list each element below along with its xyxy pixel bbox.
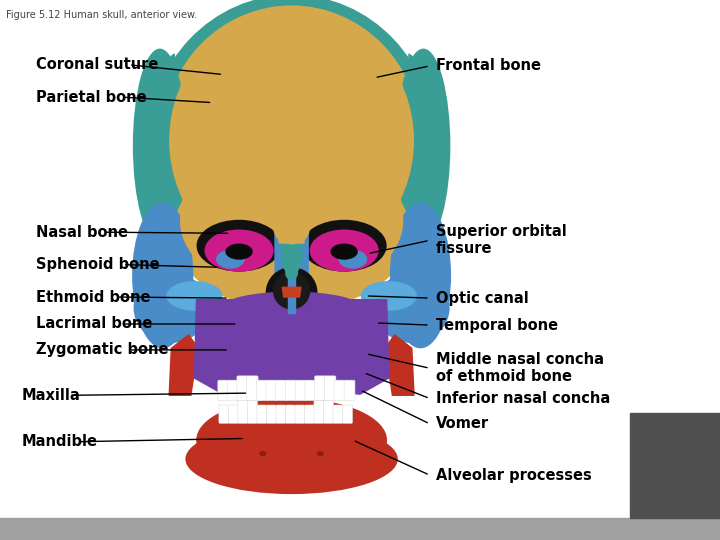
Polygon shape: [194, 300, 270, 394]
Ellipse shape: [258, 363, 325, 388]
Polygon shape: [385, 335, 414, 395]
Ellipse shape: [273, 272, 310, 309]
Polygon shape: [275, 228, 308, 302]
Ellipse shape: [361, 281, 417, 310]
Ellipse shape: [396, 49, 451, 243]
FancyBboxPatch shape: [248, 401, 258, 423]
Polygon shape: [282, 287, 301, 297]
FancyBboxPatch shape: [333, 405, 343, 423]
Text: Zygomatic bone: Zygomatic bone: [36, 342, 168, 357]
FancyBboxPatch shape: [314, 401, 324, 423]
Ellipse shape: [204, 230, 274, 272]
FancyBboxPatch shape: [285, 380, 297, 401]
Bar: [0, 518, 720, 540]
FancyBboxPatch shape: [344, 380, 355, 401]
Ellipse shape: [274, 214, 310, 244]
FancyBboxPatch shape: [276, 405, 286, 423]
Ellipse shape: [133, 49, 187, 243]
Ellipse shape: [266, 267, 318, 318]
Text: Figure 5.12 Human skull, anterior view.: Figure 5.12 Human skull, anterior view.: [6, 10, 197, 20]
FancyBboxPatch shape: [237, 376, 248, 401]
Text: Lacrimal bone: Lacrimal bone: [36, 316, 153, 332]
Text: Parietal bone: Parietal bone: [36, 90, 147, 105]
Text: Nasal bone: Nasal bone: [36, 225, 128, 240]
Polygon shape: [409, 54, 436, 238]
FancyBboxPatch shape: [305, 380, 317, 401]
Text: Superior orbital
fissure: Superior orbital fissure: [436, 224, 567, 256]
FancyBboxPatch shape: [334, 380, 346, 401]
Text: Sphenoid bone: Sphenoid bone: [36, 257, 160, 272]
Ellipse shape: [166, 281, 222, 310]
Ellipse shape: [374, 273, 449, 343]
Ellipse shape: [216, 249, 245, 268]
FancyBboxPatch shape: [276, 380, 287, 401]
FancyBboxPatch shape: [266, 405, 276, 423]
Text: Frontal bone: Frontal bone: [436, 58, 541, 73]
Text: Optic canal: Optic canal: [436, 291, 528, 306]
FancyBboxPatch shape: [228, 380, 239, 401]
FancyBboxPatch shape: [343, 405, 353, 423]
Ellipse shape: [222, 292, 362, 324]
Ellipse shape: [134, 273, 209, 343]
FancyBboxPatch shape: [295, 380, 307, 401]
Text: Ethmoid bone: Ethmoid bone: [36, 289, 150, 305]
Text: Maxilla: Maxilla: [22, 388, 81, 403]
Text: Vomer: Vomer: [436, 416, 489, 431]
Ellipse shape: [225, 244, 253, 260]
FancyBboxPatch shape: [256, 380, 268, 401]
Bar: [630, 413, 720, 518]
Ellipse shape: [259, 451, 266, 456]
Ellipse shape: [330, 244, 358, 260]
Ellipse shape: [285, 265, 298, 280]
FancyBboxPatch shape: [315, 376, 326, 401]
Ellipse shape: [281, 232, 302, 275]
Text: Temporal bone: Temporal bone: [436, 318, 558, 333]
Ellipse shape: [197, 220, 282, 272]
Ellipse shape: [148, 0, 436, 297]
Ellipse shape: [173, 154, 410, 310]
Polygon shape: [169, 335, 198, 395]
Ellipse shape: [186, 424, 397, 494]
Ellipse shape: [390, 202, 451, 348]
Ellipse shape: [202, 298, 382, 393]
Ellipse shape: [317, 451, 324, 456]
Ellipse shape: [222, 382, 362, 398]
FancyBboxPatch shape: [228, 405, 238, 423]
Ellipse shape: [338, 249, 367, 268]
Ellipse shape: [169, 11, 414, 270]
Text: Coronal suture: Coronal suture: [36, 57, 158, 72]
FancyBboxPatch shape: [305, 405, 315, 423]
FancyBboxPatch shape: [219, 405, 229, 423]
Polygon shape: [148, 54, 174, 238]
Text: Middle nasal concha
of ethmoid bone: Middle nasal concha of ethmoid bone: [436, 352, 603, 384]
FancyBboxPatch shape: [246, 376, 258, 401]
FancyBboxPatch shape: [295, 405, 305, 423]
FancyBboxPatch shape: [323, 401, 333, 423]
Ellipse shape: [302, 220, 387, 272]
Polygon shape: [313, 300, 389, 394]
Ellipse shape: [196, 399, 387, 482]
Ellipse shape: [132, 202, 193, 348]
FancyBboxPatch shape: [257, 405, 267, 423]
Text: Inferior nasal concha: Inferior nasal concha: [436, 391, 610, 406]
Polygon shape: [277, 226, 306, 243]
FancyBboxPatch shape: [266, 380, 278, 401]
FancyBboxPatch shape: [217, 380, 229, 401]
FancyBboxPatch shape: [285, 405, 295, 423]
Polygon shape: [288, 270, 295, 313]
Ellipse shape: [180, 148, 403, 294]
FancyBboxPatch shape: [324, 376, 336, 401]
Text: Alveolar processes: Alveolar processes: [436, 468, 591, 483]
FancyBboxPatch shape: [238, 401, 248, 423]
Text: Mandible: Mandible: [22, 434, 98, 449]
Ellipse shape: [310, 230, 379, 272]
Ellipse shape: [162, 5, 421, 275]
